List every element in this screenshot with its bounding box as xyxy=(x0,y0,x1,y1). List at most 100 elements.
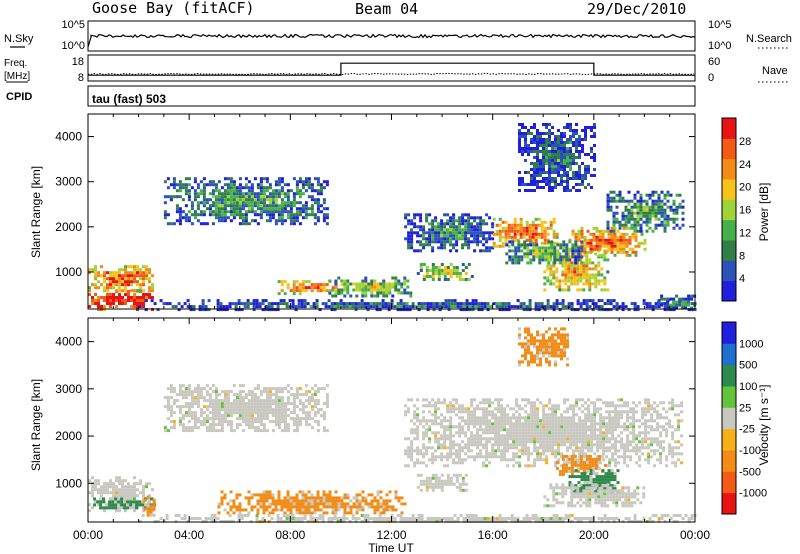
range-gate-cell xyxy=(534,217,538,221)
range-gate-cell xyxy=(585,258,589,262)
range-gate-cell xyxy=(256,207,260,211)
range-gate-cell xyxy=(446,231,450,235)
range-gate-cell xyxy=(455,407,459,411)
range-gate-cell xyxy=(591,261,595,265)
range-gate-cell xyxy=(520,258,524,262)
range-gate-cell xyxy=(343,282,347,286)
range-gate-cell xyxy=(295,387,299,391)
range-gate-cell xyxy=(612,196,616,200)
range-gate-cell xyxy=(526,261,530,265)
range-gate-cell xyxy=(232,207,236,211)
range-gate-cell xyxy=(473,219,477,223)
range-gate-cell xyxy=(166,408,170,412)
range-gate-cell xyxy=(349,508,353,512)
range-gate-cell xyxy=(590,416,594,420)
range-gate-cell xyxy=(97,271,100,275)
range-gate-cell xyxy=(515,428,519,432)
range-gate-cell xyxy=(277,426,281,430)
scatter-region xyxy=(277,280,344,296)
range-gate-cell xyxy=(458,219,462,223)
range-gate-cell xyxy=(539,171,542,174)
range-gate-cell xyxy=(334,294,338,298)
range-gate-cell xyxy=(470,422,474,426)
range-gate-cell xyxy=(590,443,594,447)
range-gate-cell xyxy=(382,499,386,503)
range-gate-cell xyxy=(250,210,254,214)
range-gate-cell xyxy=(172,222,176,226)
range-gate-cell xyxy=(527,153,530,156)
range-gate-cell xyxy=(184,396,188,400)
range-gate-cell xyxy=(542,419,546,423)
range-gate-cell xyxy=(250,423,254,427)
range-gate-cell xyxy=(283,417,287,421)
range-gate-cell xyxy=(419,234,423,238)
range-gate-cell xyxy=(235,411,239,415)
range-gate-cell xyxy=(449,443,453,447)
range-gate-cell xyxy=(193,396,197,400)
range-gate-cell xyxy=(557,129,560,132)
range-gate-cell xyxy=(115,494,118,498)
range-gate-cell xyxy=(485,413,489,417)
range-gate-cell xyxy=(428,404,432,408)
range-gate-cell xyxy=(458,425,462,429)
range-gate-cell xyxy=(622,241,626,245)
range-gate-cell xyxy=(549,279,553,283)
range-gate-cell xyxy=(271,387,275,391)
range-gate-cell xyxy=(446,269,450,272)
range-gate-cell xyxy=(94,268,97,272)
range-gate-cell xyxy=(570,276,574,280)
range-gate-cell xyxy=(238,502,242,506)
range-gate-cell xyxy=(558,285,562,289)
range-gate-cell xyxy=(346,505,350,509)
range-gate-cell xyxy=(627,308,631,312)
range-gate-cell xyxy=(575,449,579,453)
range-gate-cell xyxy=(587,126,590,129)
range-gate-cell xyxy=(545,419,549,423)
range-gate-cell xyxy=(217,420,221,424)
range-gate-cell xyxy=(190,390,194,394)
range-gate-cell xyxy=(549,273,553,277)
range-gate-cell xyxy=(100,305,103,308)
range-gate-cell xyxy=(313,177,317,181)
range-gate-cell xyxy=(521,147,524,150)
range-gate-cell xyxy=(569,446,573,450)
range-gate-cell xyxy=(280,429,284,433)
range-gate-cell xyxy=(138,503,142,507)
range-gate-cell xyxy=(539,162,542,165)
range-gate-cell xyxy=(579,288,583,292)
range-gate-cell xyxy=(136,268,139,272)
range-gate-cell xyxy=(560,165,563,168)
range-gate-cell xyxy=(214,396,218,400)
range-gate-cell xyxy=(178,384,182,388)
range-gate-cell xyxy=(504,302,508,306)
range-gate-cell xyxy=(304,493,308,497)
range-gate-cell xyxy=(606,302,610,306)
range-gate-cell xyxy=(518,180,521,183)
range-gate-cell xyxy=(485,452,489,456)
range-gate-cell xyxy=(504,235,508,239)
range-gate-cell xyxy=(256,384,260,388)
range-gate-cell xyxy=(531,238,535,242)
range-gate-cell xyxy=(376,285,380,289)
range-gate-cell xyxy=(214,186,218,190)
range-gate-cell xyxy=(178,390,182,394)
range-gate-cell xyxy=(517,240,521,244)
range-gate-cell xyxy=(509,458,513,462)
range-gate-cell xyxy=(678,226,682,230)
range-gate-cell xyxy=(587,165,590,168)
range-gate-cell xyxy=(425,398,429,402)
range-gate-cell xyxy=(187,390,191,394)
range-gate-cell xyxy=(569,135,572,138)
range-gate-cell xyxy=(503,455,507,459)
range-gate-cell xyxy=(97,488,100,492)
range-gate-cell xyxy=(654,217,658,221)
range-gate-cell xyxy=(542,123,545,126)
range-gate-cell xyxy=(597,273,601,277)
range-gate-cell xyxy=(325,213,329,217)
range-gate-cell xyxy=(485,431,489,435)
range-gate-cell xyxy=(192,305,196,309)
range-gate-cell xyxy=(464,272,468,275)
range-gate-cell xyxy=(322,496,326,500)
range-gate-cell xyxy=(524,126,527,129)
range-gate-cell xyxy=(406,291,410,295)
